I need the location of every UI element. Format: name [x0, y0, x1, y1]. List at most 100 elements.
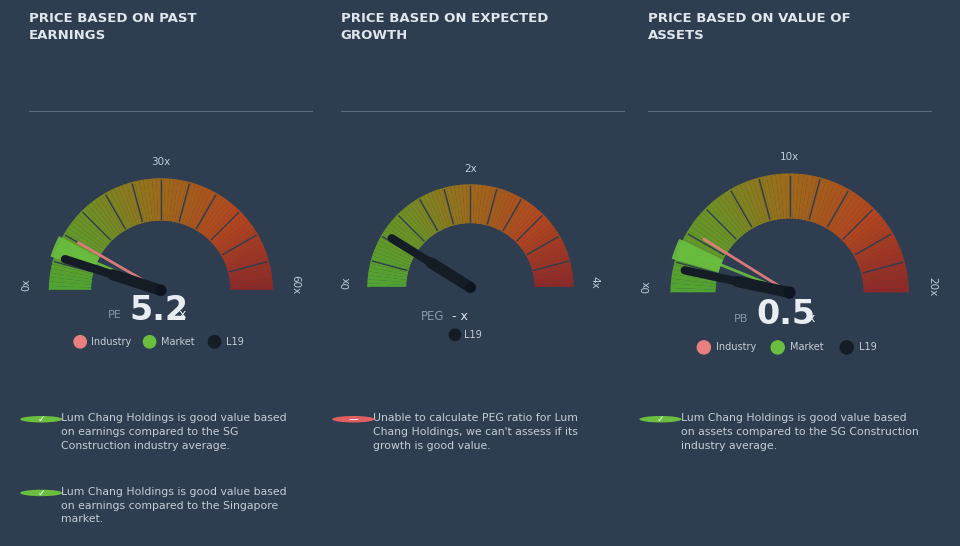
Wedge shape	[532, 259, 570, 272]
Wedge shape	[676, 251, 720, 270]
Wedge shape	[228, 264, 271, 277]
Text: 30x: 30x	[151, 157, 171, 167]
Wedge shape	[508, 204, 534, 237]
Wedge shape	[720, 194, 749, 233]
Wedge shape	[735, 185, 758, 227]
Wedge shape	[682, 239, 724, 262]
Wedge shape	[195, 193, 219, 231]
Wedge shape	[535, 283, 573, 287]
Wedge shape	[672, 269, 717, 281]
Wedge shape	[403, 206, 431, 239]
Wedge shape	[861, 260, 905, 275]
Wedge shape	[519, 221, 551, 248]
Wedge shape	[821, 185, 844, 227]
Wedge shape	[762, 176, 775, 221]
Wedge shape	[417, 198, 439, 233]
Wedge shape	[512, 209, 540, 240]
Wedge shape	[148, 179, 156, 221]
Wedge shape	[514, 212, 543, 242]
Circle shape	[697, 341, 710, 354]
Wedge shape	[528, 244, 565, 263]
Wedge shape	[431, 191, 448, 228]
Wedge shape	[855, 239, 898, 262]
Wedge shape	[118, 185, 136, 226]
Wedge shape	[139, 180, 150, 222]
Wedge shape	[690, 223, 730, 252]
Wedge shape	[861, 265, 906, 278]
Wedge shape	[534, 280, 573, 285]
Wedge shape	[785, 174, 789, 219]
Wedge shape	[835, 199, 867, 236]
Wedge shape	[678, 247, 721, 267]
Wedge shape	[826, 189, 852, 230]
Wedge shape	[480, 186, 491, 225]
Wedge shape	[423, 194, 444, 230]
Wedge shape	[152, 179, 158, 221]
Wedge shape	[530, 252, 568, 268]
Wedge shape	[37, 290, 284, 413]
Wedge shape	[693, 219, 732, 249]
Text: L19: L19	[226, 337, 244, 347]
Wedge shape	[131, 181, 145, 223]
Text: x: x	[179, 308, 185, 322]
Wedge shape	[670, 288, 716, 293]
Circle shape	[639, 416, 682, 423]
Wedge shape	[400, 209, 429, 240]
Wedge shape	[110, 188, 132, 228]
Wedge shape	[502, 198, 524, 233]
Wedge shape	[470, 185, 474, 223]
Wedge shape	[197, 195, 223, 233]
Text: 60x: 60x	[290, 275, 300, 294]
Wedge shape	[372, 252, 411, 268]
Circle shape	[74, 336, 86, 348]
Wedge shape	[373, 248, 411, 265]
Wedge shape	[392, 217, 423, 246]
Wedge shape	[172, 180, 182, 222]
Wedge shape	[533, 263, 571, 275]
Wedge shape	[435, 189, 450, 228]
Wedge shape	[671, 278, 716, 287]
Wedge shape	[458, 185, 466, 224]
Wedge shape	[368, 283, 406, 287]
Wedge shape	[844, 212, 880, 245]
Wedge shape	[70, 221, 107, 250]
Wedge shape	[699, 212, 735, 245]
Wedge shape	[229, 273, 272, 282]
Text: ✓: ✓	[37, 415, 45, 424]
Wedge shape	[52, 260, 94, 274]
Text: 5.2: 5.2	[130, 294, 188, 327]
Wedge shape	[454, 185, 463, 224]
Wedge shape	[475, 185, 483, 224]
Wedge shape	[860, 256, 904, 272]
Wedge shape	[740, 182, 761, 225]
Wedge shape	[674, 260, 718, 275]
Wedge shape	[671, 283, 716, 290]
Wedge shape	[103, 193, 127, 231]
Wedge shape	[49, 286, 91, 290]
Wedge shape	[852, 230, 894, 257]
Wedge shape	[856, 243, 900, 264]
Wedge shape	[724, 191, 751, 231]
Wedge shape	[533, 268, 572, 277]
Text: Lum Chang Holdings is good value based
on earnings compared to the Singapore
mar: Lum Chang Holdings is good value based o…	[61, 487, 287, 524]
Wedge shape	[202, 200, 230, 236]
Wedge shape	[407, 204, 433, 237]
Wedge shape	[205, 205, 237, 239]
Wedge shape	[192, 191, 216, 230]
Wedge shape	[63, 232, 102, 257]
Wedge shape	[504, 199, 528, 234]
Text: PRICE BASED ON VALUE OF
ASSETS: PRICE BASED ON VALUE OF ASSETS	[648, 12, 851, 42]
Wedge shape	[830, 194, 859, 233]
Wedge shape	[50, 273, 92, 282]
Wedge shape	[385, 227, 419, 252]
Wedge shape	[190, 188, 211, 228]
Wedge shape	[169, 179, 179, 222]
Circle shape	[332, 416, 374, 423]
Wedge shape	[802, 175, 813, 220]
Wedge shape	[809, 178, 827, 222]
Wedge shape	[410, 201, 435, 236]
Wedge shape	[685, 230, 727, 257]
Wedge shape	[837, 202, 871, 239]
Wedge shape	[732, 187, 756, 228]
Wedge shape	[848, 219, 886, 249]
